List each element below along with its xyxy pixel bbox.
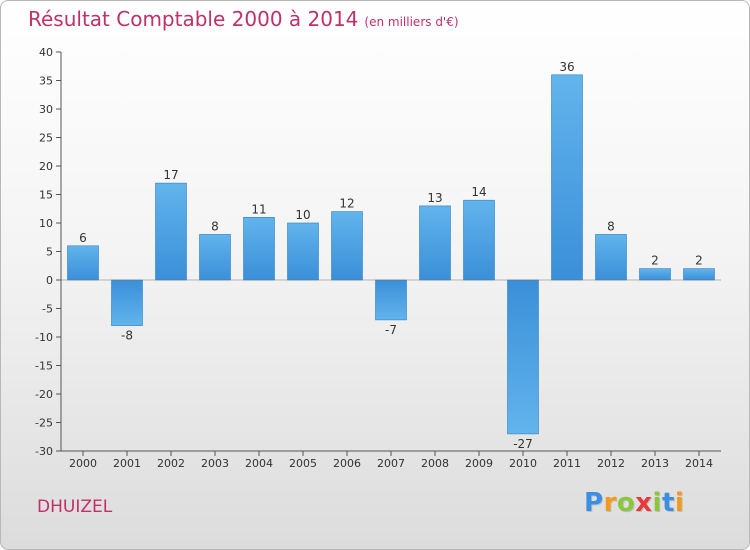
y-tick-label: -25 (35, 417, 53, 430)
bar (507, 279, 539, 435)
chart-subtitle: (en milliers d'€) (364, 15, 459, 29)
x-tick-label: 2003 (201, 457, 229, 470)
x-tick-label: 2012 (597, 457, 625, 470)
bar (595, 234, 627, 281)
y-tick-label: 20 (39, 160, 53, 173)
y-tick-label: 0 (46, 274, 53, 287)
x-tick-label: 2000 (69, 457, 97, 470)
commune-name: DHUIZEL (37, 497, 113, 517)
logo-letter: i (652, 488, 662, 518)
y-tick-label: 40 (39, 46, 53, 59)
bar-value-label: 8 (211, 219, 219, 233)
bar (419, 205, 451, 281)
x-tick-label: 2008 (421, 457, 449, 470)
y-tick-label: -15 (35, 360, 53, 373)
x-tick-label: 2011 (553, 457, 581, 470)
bar-value-label: 11 (251, 202, 266, 216)
y-tick-label: 35 (39, 75, 53, 88)
bar-value-label: 2 (651, 254, 659, 268)
bar (331, 211, 363, 281)
logo-letter: i (674, 488, 685, 518)
bar-value-label: 13 (427, 191, 442, 205)
bar (463, 199, 495, 281)
x-tick-label: 2013 (641, 457, 669, 470)
y-tick-label: 5 (46, 246, 53, 259)
logo-letter: t (661, 488, 675, 518)
bar-value-label: -27 (513, 437, 533, 451)
bar-value-label: 14 (471, 185, 486, 199)
bar-value-label: 2 (695, 254, 703, 268)
bar-value-label: 6 (79, 231, 87, 245)
x-tick-label: 2014 (685, 457, 713, 470)
y-tick-label: -30 (35, 445, 53, 458)
proxiti-logo: Proxiti (584, 488, 684, 518)
bar (683, 268, 715, 281)
bar-value-label: 12 (339, 197, 354, 211)
y-tick-label: 10 (39, 217, 53, 230)
bar (551, 74, 583, 281)
bar (67, 245, 99, 281)
x-tick-label: 2004 (245, 457, 273, 470)
bar-value-label: 8 (607, 219, 615, 233)
logo-letter: P (584, 488, 604, 518)
x-tick-label: 2010 (509, 457, 537, 470)
x-tick-label: 2009 (465, 457, 493, 470)
logo-letter: x (635, 488, 653, 518)
bar-value-label: 10 (295, 208, 310, 222)
bar-value-label: -8 (121, 329, 133, 343)
bar-value-label: 36 (559, 60, 574, 74)
bar (375, 279, 407, 321)
chart-title-line: Résultat Comptable 2000 à 2014 (en millie… (28, 7, 459, 31)
y-tick-label: 15 (39, 189, 53, 202)
x-tick-label: 2001 (113, 457, 141, 470)
bar-value-label: 17 (163, 168, 178, 182)
y-tick-label: -10 (35, 331, 53, 344)
bar (243, 217, 275, 281)
y-tick-label: -5 (42, 303, 53, 316)
bar (287, 222, 319, 281)
y-tick-label: 25 (39, 132, 53, 145)
x-tick-label: 2005 (289, 457, 317, 470)
bar (155, 182, 187, 281)
logo-letter: r (603, 488, 617, 518)
logo-letter: o (616, 488, 636, 518)
chart-title: Résultat Comptable 2000 à 2014 (28, 7, 359, 31)
bar (199, 234, 231, 281)
x-tick-label: 2006 (333, 457, 361, 470)
bar (639, 268, 671, 281)
bar-value-label: -7 (385, 323, 397, 337)
x-tick-label: 2007 (377, 457, 405, 470)
x-tick-label: 2002 (157, 457, 185, 470)
y-tick-label: -20 (35, 388, 53, 401)
y-tick-label: 30 (39, 103, 53, 116)
bar (111, 279, 143, 326)
